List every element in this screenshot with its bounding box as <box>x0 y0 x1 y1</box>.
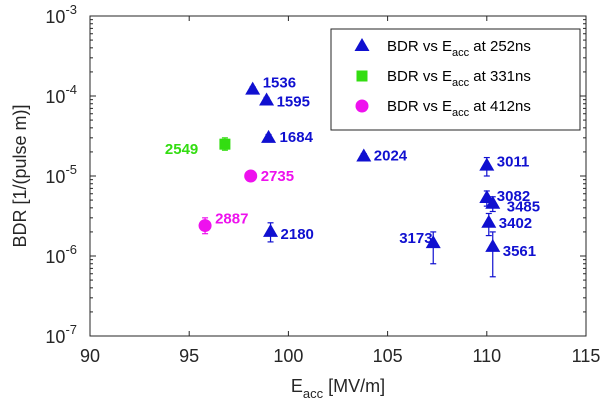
data-point-2549 <box>219 138 231 150</box>
legend-entry-1: BDR vs Eacc at 331ns <box>387 68 531 89</box>
point-label-3561: 3561 <box>503 243 536 260</box>
data-point-3173 <box>425 235 441 249</box>
legend-entry-2: BDR vs Eacc at 412ns <box>387 98 531 119</box>
legend: BDR vs Eacc at 252ns BDR vs Eacc at 331ns… <box>330 28 581 131</box>
data-marks <box>198 81 501 278</box>
y-axis-label: BDR [1/(pulse m)] <box>10 104 30 247</box>
x-tick-label: 95 <box>179 346 199 366</box>
point-label-1684: 1684 <box>280 129 314 146</box>
data-point-2024 <box>356 148 372 162</box>
point-label-3485: 3485 <box>507 199 540 216</box>
x-tick-label: 110 <box>472 346 501 366</box>
point-label-1595: 1595 <box>277 93 310 110</box>
legend-entry-0: BDR vs Eacc at 252ns <box>387 38 531 59</box>
x-axis-label: Eacc [MV/m] <box>291 376 385 401</box>
data-point-2180 <box>263 223 279 237</box>
legend-marker-1 <box>356 70 368 82</box>
data-point-3402 <box>481 214 497 228</box>
data-point-2887 <box>198 219 212 233</box>
y-tick-label: 10-6 <box>45 242 77 267</box>
data-point-3561 <box>485 238 501 252</box>
point-label-2549: 2549 <box>165 141 198 158</box>
data-point-3011 <box>479 157 495 171</box>
x-tick-label: 90 <box>80 346 100 366</box>
legend-marker-2 <box>355 99 369 113</box>
point-label-2887: 2887 <box>215 211 248 228</box>
y-tick-label: 10-5 <box>45 162 77 187</box>
y-axis: 10-7 10-6 10-5 10-4 10-3 <box>45 2 586 347</box>
y-tick-label: 10-3 <box>45 2 77 27</box>
point-label-2024: 2024 <box>374 148 408 165</box>
point-label-2735: 2735 <box>261 168 294 185</box>
point-label-3011: 3011 <box>497 154 530 171</box>
point-label-3402: 3402 <box>499 215 532 232</box>
data-point-1536 <box>245 81 261 95</box>
legend-marker-0 <box>354 38 370 51</box>
x-tick-label: 100 <box>273 346 303 366</box>
legend-box <box>330 28 581 131</box>
y-tick-label: 10-7 <box>45 322 77 347</box>
data-point-1684 <box>261 129 277 143</box>
y-tick-label: 10-4 <box>45 82 77 107</box>
data-point-3485 <box>485 195 501 209</box>
data-point-1595 <box>259 92 275 106</box>
x-tick-label: 115 <box>572 346 601 366</box>
point-label-2180: 2180 <box>281 226 314 243</box>
x-tick-label: 105 <box>373 346 403 366</box>
point-label-1536: 1536 <box>263 75 296 92</box>
x-axis: 90 95 100 105 110 115 <box>80 16 600 366</box>
data-point-2735 <box>244 169 258 183</box>
point-label-3173: 3173 <box>399 230 432 247</box>
point-label-3082: 3082 <box>497 188 530 205</box>
